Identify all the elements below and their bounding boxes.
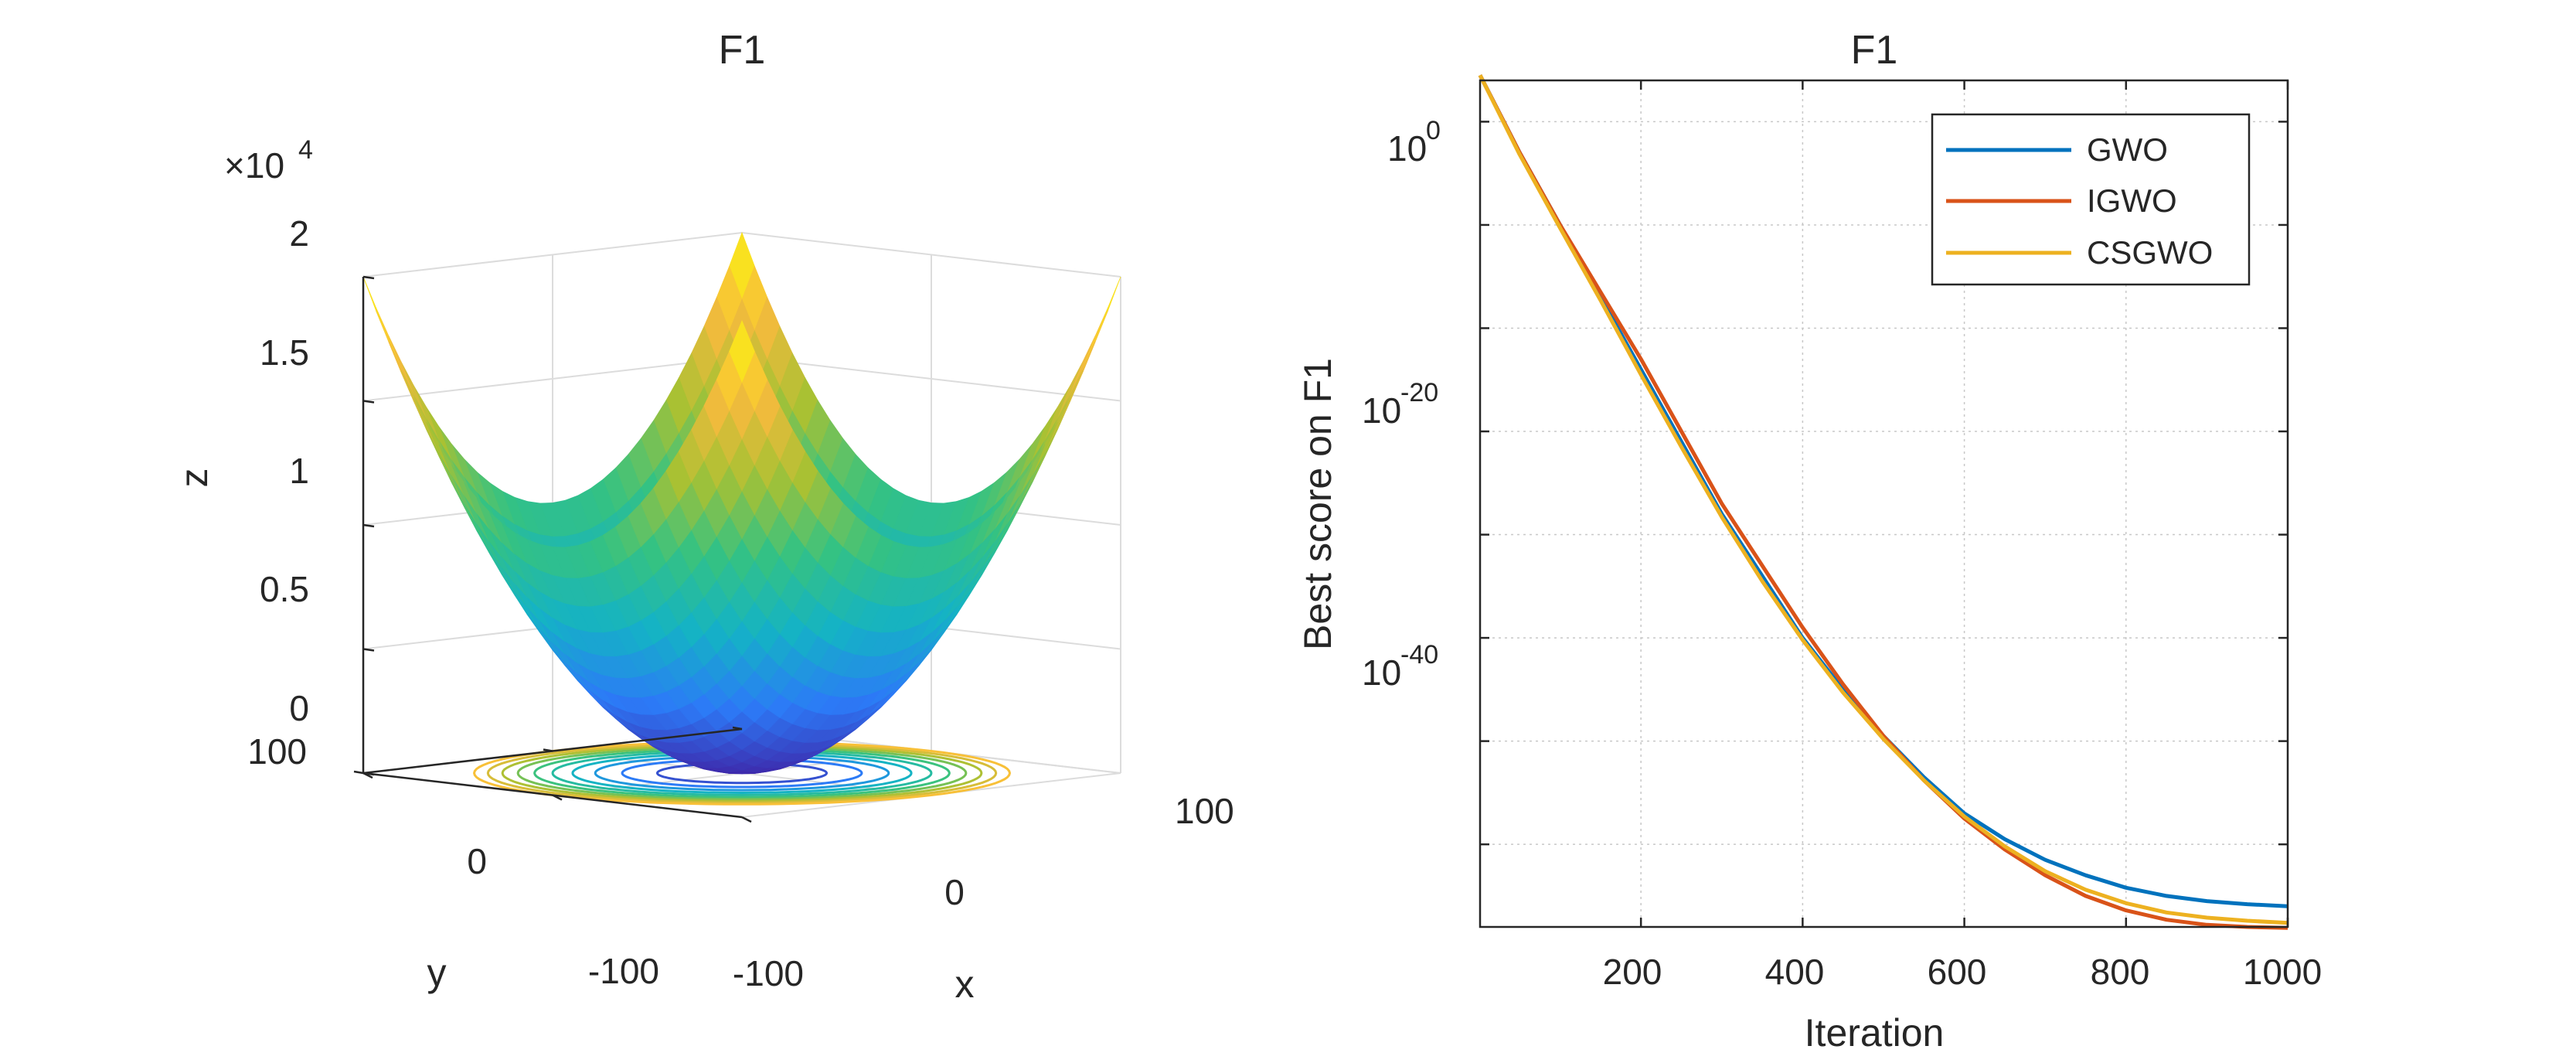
legend-label-igwo: IGWO [2087,182,2177,219]
y-tick-base: 10 [1362,390,1401,431]
z-tick-mark [362,275,375,280]
x-tick-mark [552,794,563,801]
contour-line [533,748,951,799]
contour-line [551,749,933,797]
x-tick-label: 0 [944,872,965,912]
z-tick-label: 0.5 [260,569,309,609]
x-tick-label: 100 [1175,791,1234,831]
z-tick-mark [362,523,375,528]
contour-line [501,744,983,802]
x-tick-mark [362,772,373,779]
line-title: F1 [1851,28,1898,73]
y-tick-label: 10 -40 [1362,640,1438,693]
y-tick-label: 100 [247,731,307,772]
contour-line [655,761,829,785]
x-tick-label: 1000 [2243,952,2322,992]
x-tick-label: -100 [733,953,804,993]
axes-3d [353,275,752,823]
legend-label-gwo: GWO [2087,131,2168,168]
y-axis-label: Best score on F1 [1296,358,1339,650]
z-tick-label: 1.5 [260,332,309,373]
tick-marks [1480,80,2289,927]
contour-line [621,758,863,789]
surface-plot: F1 ×10 4 2 1.5 1 0.5 0 100 0 -100 -100 0… [172,28,1234,1006]
x-tick-mark [741,816,752,823]
z-tick-label: 0 [289,688,309,728]
contour-line [594,755,890,792]
y-tick-exponent: 0 [1426,116,1441,145]
line-plot: F1 200 400 600 800 1000 10 0 10 -20 10 -… [1296,28,2322,1054]
y-tick-label: 10 -20 [1362,378,1438,431]
x-axis-label: x [955,962,975,1006]
plot-frame [1479,79,2289,928]
series-line-csgwo [1478,74,2288,925]
z-tick-label: 2 [289,213,309,254]
z-exponent-power: 4 [298,135,313,165]
z-tick-label: 1 [289,451,309,491]
y-tick-base: 10 [1387,128,1427,169]
y-axis-label: y [427,951,447,994]
surface-patch [729,319,755,383]
z-axis-label: z [172,468,216,488]
x-tick-label: 800 [2091,952,2150,992]
contour-line [486,742,998,804]
y-tick-label: -100 [588,951,659,991]
y-tick-label: 10 0 [1387,116,1441,169]
y-tick-mark [543,748,553,752]
contour-line [571,751,913,795]
series-line-igwo [1478,74,2288,930]
series-lines [1478,74,2288,930]
x-tick-label: 600 [1928,952,1987,992]
legend-label-csgwo: CSGWO [2087,234,2213,271]
z-tick-mark [362,400,375,404]
y-tick-exponent: -20 [1400,378,1438,407]
legend: GWO IGWO CSGWO [1931,113,2251,286]
surface-title: F1 [719,28,766,73]
z-tick-mark [362,648,375,652]
x-tick-label: 400 [1765,952,1825,992]
y-tick-mark [732,726,743,731]
x-tick-label: 200 [1603,952,1662,992]
contour-line [516,745,968,801]
y-tick-exponent: -40 [1400,640,1438,669]
z-exponent-base: ×10 [224,145,284,186]
y-tick-label: 0 [467,841,487,881]
y-tick-mark [353,770,364,775]
y-tick-base: 10 [1362,652,1401,693]
x-axis-label: Iteration [1805,1011,1945,1054]
surface-mesh [362,231,1121,775]
